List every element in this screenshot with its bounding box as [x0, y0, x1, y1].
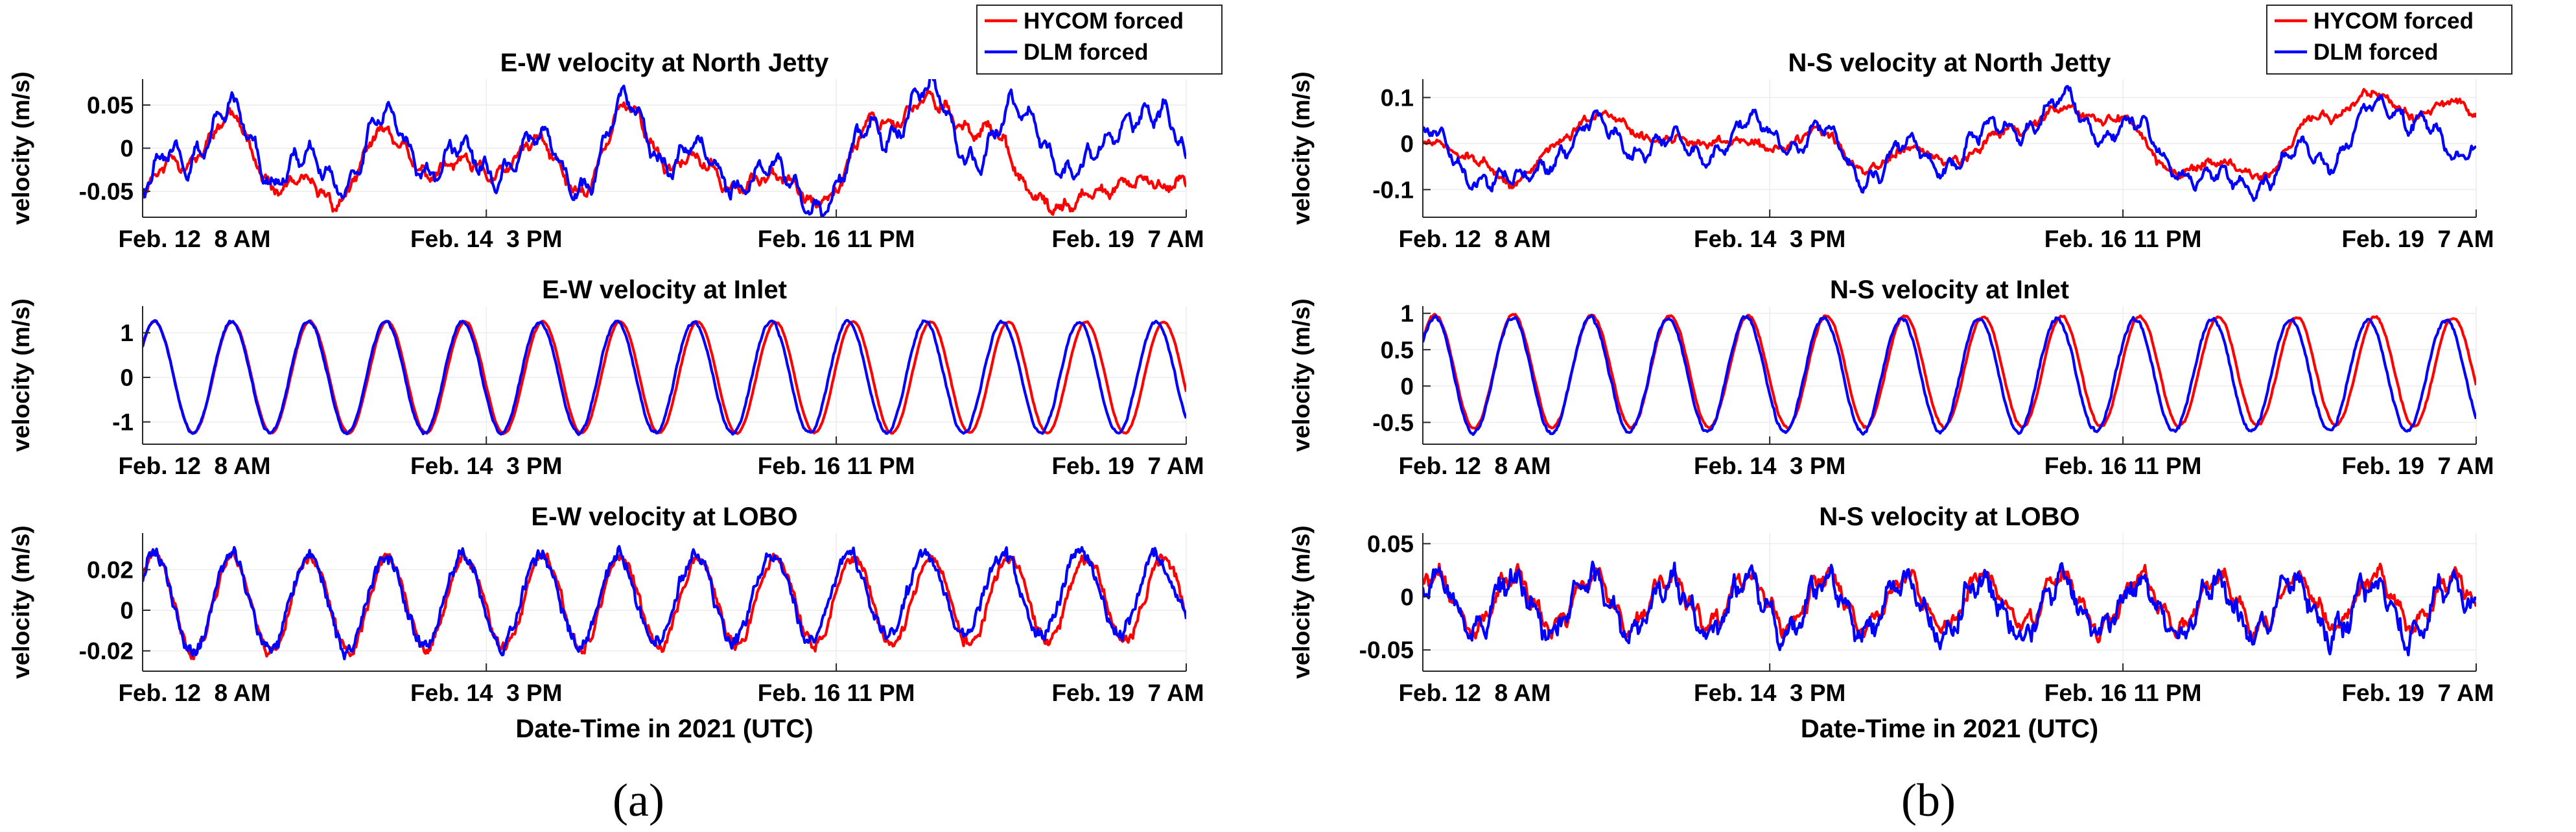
- y-axis-label: velocity (m/s): [8, 298, 34, 451]
- x-tick-label-1: Feb. 14 3 PM: [1694, 680, 1845, 706]
- panel-title: N-S velocity at Inlet: [1830, 276, 2069, 304]
- x-tick-label-1: Feb. 14 3 PM: [410, 453, 562, 479]
- panel-title: E-W velocity at North Jetty: [500, 49, 830, 77]
- x-tick-label-3: Feb. 19 7 AM: [1051, 680, 1204, 706]
- series-line-dlm: [143, 318, 1186, 436]
- y-tick-label-0: -0.5: [1372, 409, 1414, 436]
- x-tick-label-0: Feb. 12 8 AM: [118, 680, 270, 706]
- chart-panel-b-3: -0.05 0 0.05 Feb. 12 8 AM Feb. 14 3 PM Feb. 1…: [1288, 503, 2494, 743]
- legend: HYCOM forced DLM forced: [2266, 5, 2512, 75]
- series-line-dlm: [1423, 85, 2476, 202]
- panels: -0.05 0 0.05 Feb. 12 8 AM Feb. 14 3 PM Feb. 1…: [8, 5, 2512, 743]
- x-tick-label-2: Feb. 16 11 PM: [758, 680, 915, 706]
- panel-title: E-W velocity at Inlet: [542, 276, 787, 304]
- x-axis-title: Date-Time in 2021 (UTC): [515, 715, 813, 743]
- x-tick-label-0: Feb. 12 8 AM: [1398, 453, 1551, 479]
- x-tick-label-0: Feb. 12 8 AM: [1398, 226, 1551, 252]
- legend-label-hycom: HYCOM forced: [1024, 8, 1184, 34]
- panel-title: N-S velocity at LOBO: [1819, 503, 2079, 531]
- y-axis-label: velocity (m/s): [1288, 525, 1315, 678]
- y-tick-label-1: 0: [120, 364, 134, 391]
- x-tick-label-2: Feb. 16 11 PM: [758, 226, 915, 252]
- y-axis-label: velocity (m/s): [8, 525, 34, 678]
- panel-title: N-S velocity at North Jetty: [1788, 49, 2112, 77]
- x-tick-label-1: Feb. 14 3 PM: [410, 226, 562, 252]
- y-tick-label-0: -0.1: [1372, 176, 1414, 203]
- chart-panel-a-1: -0.05 0 0.05 Feb. 12 8 AM Feb. 14 3 PM Feb. 1…: [8, 5, 1223, 252]
- y-tick-label-2: 0.1: [1381, 84, 1414, 111]
- legend-box: [976, 5, 1223, 75]
- x-tick-label-3: Feb. 19 7 AM: [2341, 453, 2494, 479]
- legend-box: [2266, 5, 2512, 75]
- y-tick-label-2: 0.05: [1367, 530, 1414, 557]
- y-tick-label-0: -0.05: [1359, 637, 1414, 663]
- y-tick-label-2: 0.05: [87, 92, 134, 119]
- series-line-dlm: [143, 79, 1186, 217]
- x-tick-label-3: Feb. 19 7 AM: [2341, 680, 2494, 706]
- series-line-dlm: [1423, 314, 2476, 436]
- legend-label-dlm: DLM forced: [2313, 40, 2439, 65]
- x-tick-label-2: Feb. 16 11 PM: [2044, 453, 2202, 479]
- series-line-hycom: [1423, 88, 2476, 189]
- series-line-dlm: [1423, 560, 2476, 657]
- y-tick-label-2: 0.02: [87, 556, 134, 583]
- y-axis-label: velocity (m/s): [1288, 71, 1315, 224]
- legend-label-dlm: DLM forced: [1024, 40, 1149, 65]
- y-tick-label-1: 0: [120, 136, 134, 162]
- x-tick-label-1: Feb. 14 3 PM: [1694, 226, 1845, 252]
- y-tick-label-0: -0.02: [79, 638, 134, 665]
- series-line-dlm: [143, 545, 1186, 661]
- legend-label-hycom: HYCOM forced: [2313, 8, 2474, 34]
- chart-panel-a-2: -1 0 1 Feb. 12 8 AM Feb. 14 3 PM Feb. 16 11 P…: [8, 276, 1204, 479]
- series-line-hycom: [143, 89, 1186, 216]
- x-tick-label-1: Feb. 14 3 PM: [410, 680, 562, 706]
- x-tick-label-1: Feb. 14 3 PM: [1694, 453, 1845, 479]
- x-tick-label-2: Feb. 16 11 PM: [758, 453, 915, 479]
- x-tick-label-2: Feb. 16 11 PM: [2044, 226, 2202, 252]
- x-tick-label-0: Feb. 12 8 AM: [118, 453, 270, 479]
- y-tick-label-1: 0: [1400, 584, 1414, 610]
- y-axis-label: velocity (m/s): [8, 71, 34, 224]
- y-tick-label-0: -1: [112, 409, 134, 436]
- y-tick-label-2: 1: [120, 320, 134, 346]
- y-tick-label-1: 0: [1400, 373, 1414, 399]
- y-tick-label-1: 0: [1400, 130, 1414, 157]
- series-line-hycom: [1423, 562, 2476, 644]
- x-tick-label-3: Feb. 19 7 AM: [1051, 453, 1204, 479]
- y-tick-label-3: 1: [1400, 300, 1414, 327]
- panel-title: E-W velocity at LOBO: [531, 503, 797, 531]
- subfigure-label-b: (b): [1901, 774, 1956, 826]
- x-axis-title: Date-Time in 2021 (UTC): [1801, 715, 2098, 743]
- chart-panel-b-1: -0.1 0 0.1 Feb. 12 8 AM Feb. 14 3 PM Feb. 16 …: [1288, 5, 2512, 252]
- y-tick-label-1: 0: [120, 597, 134, 624]
- x-tick-label-2: Feb. 16 11 PM: [2044, 680, 2202, 706]
- series-line-hycom: [143, 549, 1186, 661]
- y-tick-label-0: -0.05: [79, 178, 134, 205]
- x-tick-label-3: Feb. 19 7 AM: [2341, 226, 2494, 252]
- legend: HYCOM forced DLM forced: [976, 5, 1223, 75]
- x-tick-label-0: Feb. 12 8 AM: [1398, 680, 1551, 706]
- chart-panel-b-2: -0.5 0 0.5 1 Feb. 12 8 AM Feb. 14 3 PM Feb. 16…: [1288, 276, 2494, 479]
- chart-panel-a-3: -0.02 0 0.02 Feb. 12 8 AM Feb. 14 3 PM Feb. 1…: [8, 503, 1204, 743]
- y-axis-label: velocity (m/s): [1288, 298, 1315, 451]
- x-tick-label-3: Feb. 19 7 AM: [1051, 226, 1204, 252]
- subfigure-label-a: (a): [613, 774, 664, 826]
- y-tick-label-2: 0.5: [1381, 337, 1414, 363]
- x-tick-label-0: Feb. 12 8 AM: [118, 226, 270, 252]
